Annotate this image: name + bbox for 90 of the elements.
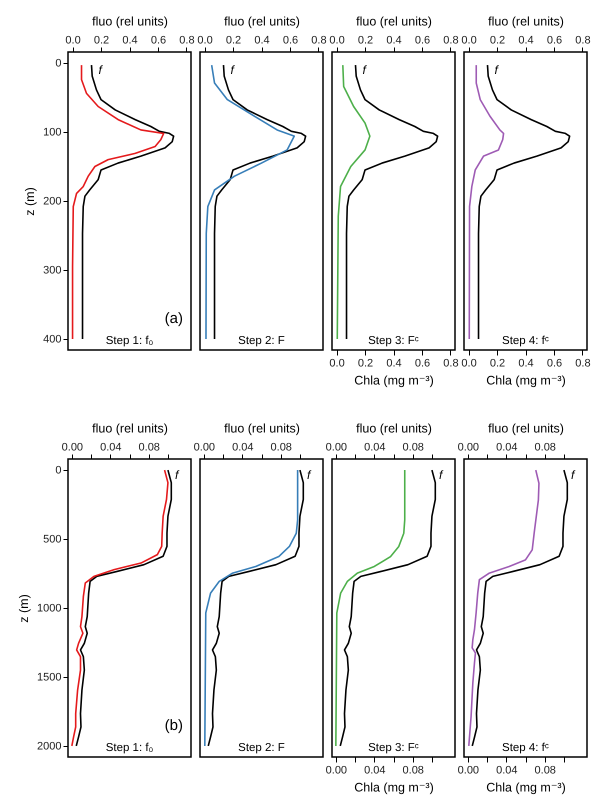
x-axis-title: fluo (rel units) [224, 14, 300, 28]
annotation: Step 3: Fᶜ [368, 742, 419, 754]
x-tick-label: 0.2 [226, 34, 242, 46]
x-tick-label: 0.04 [232, 442, 254, 454]
x2-tick-label: 0.04 [496, 764, 518, 776]
x2-tick-label: 0.08 [534, 764, 556, 776]
x2-tick-label: 0.2 [490, 358, 506, 370]
y-tick-label: 300 [43, 264, 62, 276]
annotation: (a) [164, 310, 183, 327]
annotation: Step 2: F [238, 742, 285, 754]
x2-axis-title: fluo (rel units) [356, 14, 432, 28]
x2-tick-label: 0.00 [326, 764, 348, 776]
x-tick-label: 0.8 [575, 34, 591, 46]
series-label: f [98, 63, 104, 78]
x-tick-label: 0.8 [179, 34, 195, 46]
x-tick-label: 0.00 [458, 442, 480, 454]
annotation: Step 3: Fᶜ [368, 335, 419, 347]
x-tick-label: 0.0 [329, 34, 345, 46]
annotation: (b) [164, 717, 183, 734]
x-tick-label: 0.04 [496, 442, 518, 454]
y-tick-label: 0 [55, 58, 62, 70]
x-tick-label: 0.2 [358, 34, 374, 46]
x-axis-title: Chla (mg m⁻³) [486, 780, 566, 794]
x-tick-label: 0.6 [414, 34, 430, 46]
y-axis-title: z (m) [17, 594, 32, 623]
x2-axis-title: fluo (rel units) [488, 422, 564, 436]
x-tick-label: 0.08 [534, 442, 556, 454]
x2-tick-label: 0.04 [364, 764, 386, 776]
series-label: f [306, 468, 312, 482]
annotation: Step 1: f₀ [106, 335, 154, 347]
x-tick-label: 0.00 [326, 442, 348, 454]
y-tick-label: 0 [55, 464, 62, 477]
x-tick-label: 0.08 [402, 442, 424, 454]
y-tick-label: 100 [43, 126, 62, 139]
x-tick-label: 0.08 [270, 442, 292, 454]
x-tick-label: 0.6 [150, 34, 166, 46]
x2-tick-label: 0.8 [575, 358, 591, 370]
x2-tick-label: 0.0 [329, 358, 345, 370]
x-axis-title: fluo (rel units) [224, 422, 300, 436]
series-label: f [362, 63, 368, 78]
x2-axis-title: fluo (rel units) [488, 14, 564, 28]
y-tick-label: 1500 [37, 671, 62, 684]
series-label: f [230, 63, 236, 78]
x2-tick-label: 0.8 [443, 358, 459, 370]
x-tick-label: 0.4 [254, 34, 270, 46]
x2-axis-title: fluo (rel units) [356, 422, 432, 436]
y-axis-title: z (m) [23, 187, 38, 216]
x2-tick-label: 0.6 [546, 358, 562, 370]
x-tick-label: 0.6 [546, 34, 562, 46]
x2-tick-label: 0.00 [458, 764, 480, 776]
x-axis-title: Chla (mg m⁻³) [354, 780, 434, 794]
x-tick-label: 0.2 [94, 34, 110, 46]
x-tick-label: 0.0 [197, 34, 213, 46]
annotation: Step 2: F [238, 335, 285, 347]
x-tick-label: 0.00 [62, 442, 84, 454]
y-tick-label: 500 [43, 534, 62, 546]
y-tick-label: 2000 [37, 740, 62, 752]
annotation: Step 4: fᶜ [502, 335, 549, 347]
y-tick-label: 200 [43, 196, 62, 208]
annotation: Step 4: fᶜ [502, 742, 549, 754]
x-tick-label: 0.0 [65, 34, 81, 46]
series-label: f [174, 468, 180, 482]
x-tick-label: 0.4 [518, 34, 534, 46]
x-axis-title: Chla (mg m⁻³) [486, 374, 566, 388]
x-tick-label: 0.4 [386, 34, 402, 46]
series-label: f [494, 63, 500, 78]
x-tick-label: 0.04 [364, 442, 386, 454]
x-tick-label: 0.00 [194, 442, 216, 454]
x-axis-title: fluo (rel units) [92, 422, 168, 436]
x2-tick-label: 0.08 [402, 764, 424, 776]
x2-tick-label: 0.4 [386, 358, 402, 370]
x-tick-label: 0.2 [490, 34, 506, 46]
x-tick-label: 0.8 [443, 34, 459, 46]
x2-tick-label: 0.4 [518, 358, 534, 370]
annotation: Step 1: f₀ [106, 742, 154, 754]
y-tick-label: 1000 [37, 602, 62, 614]
x-tick-label: 0.08 [138, 442, 160, 454]
x2-tick-label: 0.2 [358, 358, 374, 370]
x-tick-label: 0.0 [461, 34, 477, 46]
x-tick-label: 0.8 [311, 34, 327, 46]
x-tick-label: 0.04 [100, 442, 122, 454]
x-tick-label: 0.4 [122, 34, 138, 46]
y-tick-label: 400 [43, 333, 62, 346]
x2-tick-label: 0.6 [414, 358, 430, 370]
x-tick-label: 0.6 [282, 34, 298, 46]
series-label: f [438, 468, 444, 482]
series-label: f [570, 468, 576, 482]
x-axis-title: fluo (rel units) [92, 14, 168, 28]
x2-tick-label: 0.0 [461, 358, 477, 370]
x-axis-title: Chla (mg m⁻³) [354, 374, 434, 388]
